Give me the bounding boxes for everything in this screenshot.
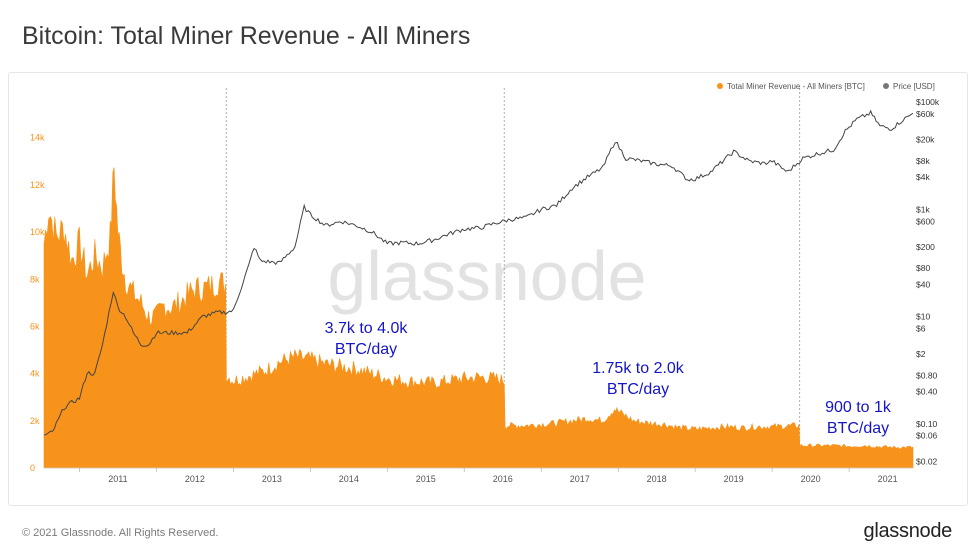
x-tick-label-2021: 2021 [878,474,898,484]
x-tick-label-2011: 2011 [108,474,127,484]
x-tick-label-2016: 2016 [493,474,513,484]
y-left-tick-4k: 4k [30,369,40,379]
y-right-tick-$200: $200 [916,242,935,252]
x-tick-label-2013: 2013 [262,474,282,484]
annotation-3-line2: BTC/day [827,420,889,437]
chart-panel [8,72,968,506]
y-right-tick-$80: $80 [916,263,930,273]
annotation-3-line1: 900 to 1k [825,399,892,416]
legend-revenue-label: Total Miner Revenue - All Miners [BTC] [727,82,865,91]
y-right-tick-$0.02: $0.02 [916,456,938,466]
legend-price-marker [883,83,889,89]
y-left-tick-12k: 12k [30,180,45,190]
annotation-2-line1: 1.75k to 2.0k [592,360,685,377]
y-right-tick-$10: $10 [916,312,930,322]
y-right-tick-$0.10: $0.10 [916,419,938,429]
y-right-tick-$1k: $1k [916,204,930,214]
annotation-1-line2: BTC/day [335,341,397,358]
annotation-1-line1: 3.7k to 4.0k [325,320,409,337]
y-right-tick-$4k: $4k [916,172,930,182]
x-tick-label-2018: 2018 [647,474,667,484]
y-right-tick-$40: $40 [916,279,930,289]
y-right-axis: $0.02 $0.06 $0.10 $0.40 $0.80 $2 $6 $10 $40 $80 $2… [916,97,940,466]
y-right-tick-$0.40: $0.40 [916,387,938,397]
legend-price-label: Price [USD] [893,82,935,91]
y-left-tick-14k: 14k [30,133,45,143]
x-tick-label-2019: 2019 [724,474,744,484]
y-right-tick-$20k: $20k [916,135,935,145]
y-right-tick-$0.06: $0.06 [916,431,938,441]
y-right-tick-$600: $600 [916,216,935,226]
copyright-text: © 2021 Glassnode. All Rights Reserved. [22,527,219,539]
y-left-tick-8k: 8k [30,274,40,284]
y-left-tick-6k: 6k [30,321,40,331]
price-line [43,109,914,436]
x-tick-label-2014: 2014 [339,474,359,484]
revenue-area [43,167,914,469]
legend: Total Miner Revenue - All Miners [BTC] P… [717,82,935,91]
y-right-tick-$2: $2 [916,349,926,359]
y-right-tick-$8k: $8k [916,156,930,166]
annotations: 3.7k to 4.0k BTC/day 1.75k to 2.0k BTC/d… [325,320,892,437]
legend-revenue-marker [717,83,723,89]
y-right-tick-$6: $6 [916,324,926,334]
x-tick-label-2015: 2015 [416,474,436,484]
y-right-tick-$100k: $100k [916,97,940,107]
annotation-2-line2: BTC/day [607,381,669,398]
x-tick-label-2020: 2020 [801,474,821,484]
y-right-tick-$60k: $60k [916,109,935,119]
x-axis: 2011 2012 2013 2014 2015 2016 2017 2018 2019 2020… [44,467,913,484]
page-title: Bitcoin: Total Miner Revenue - All Miner… [22,22,471,50]
y-left-tick-0: 0 [30,463,35,473]
y-left-tick-2k: 2k [30,416,40,426]
y-right-tick-$0.80: $0.80 [916,370,938,380]
brand-logo: glassnode [863,520,953,542]
x-tick-label-2012: 2012 [185,474,205,484]
watermark: glassnode [327,237,646,315]
y-left-tick-10k: 10k [30,227,45,237]
y-left-axis: 0 2k 4k 6k 8k 10k 12k 14k [30,133,45,473]
x-tick-label-2017: 2017 [570,474,590,484]
